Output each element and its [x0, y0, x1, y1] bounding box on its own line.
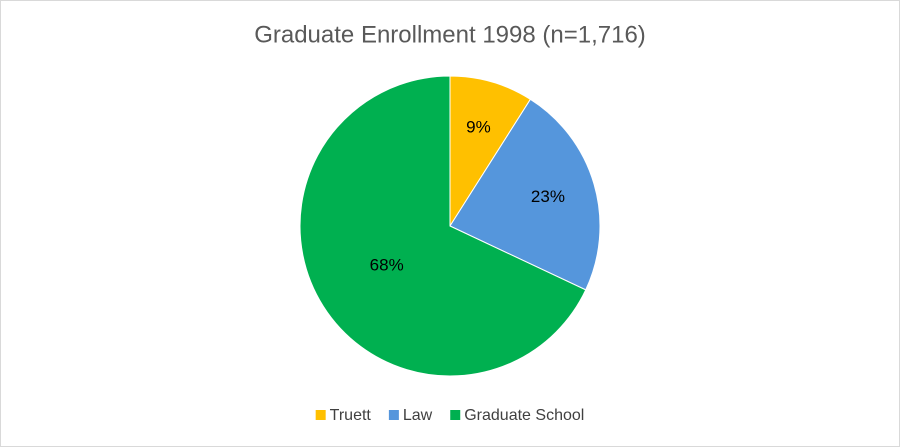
legend-label: Graduate School: [464, 407, 584, 424]
legend-swatch: [450, 410, 461, 420]
legend-label: Truett: [330, 407, 372, 424]
pie-slice: [299, 75, 587, 377]
legend-swatch: [315, 410, 326, 420]
legend-label: Law: [403, 407, 433, 424]
pie-slice: [449, 75, 532, 228]
pie-slice: [449, 98, 601, 291]
chart-title: Graduate Enrollment 1998 (n=1,716): [254, 21, 646, 48]
data-label: 9%: [466, 118, 491, 137]
legend-swatch: [388, 410, 399, 420]
data-label: 68%: [370, 256, 404, 275]
data-label: 23%: [531, 187, 565, 206]
